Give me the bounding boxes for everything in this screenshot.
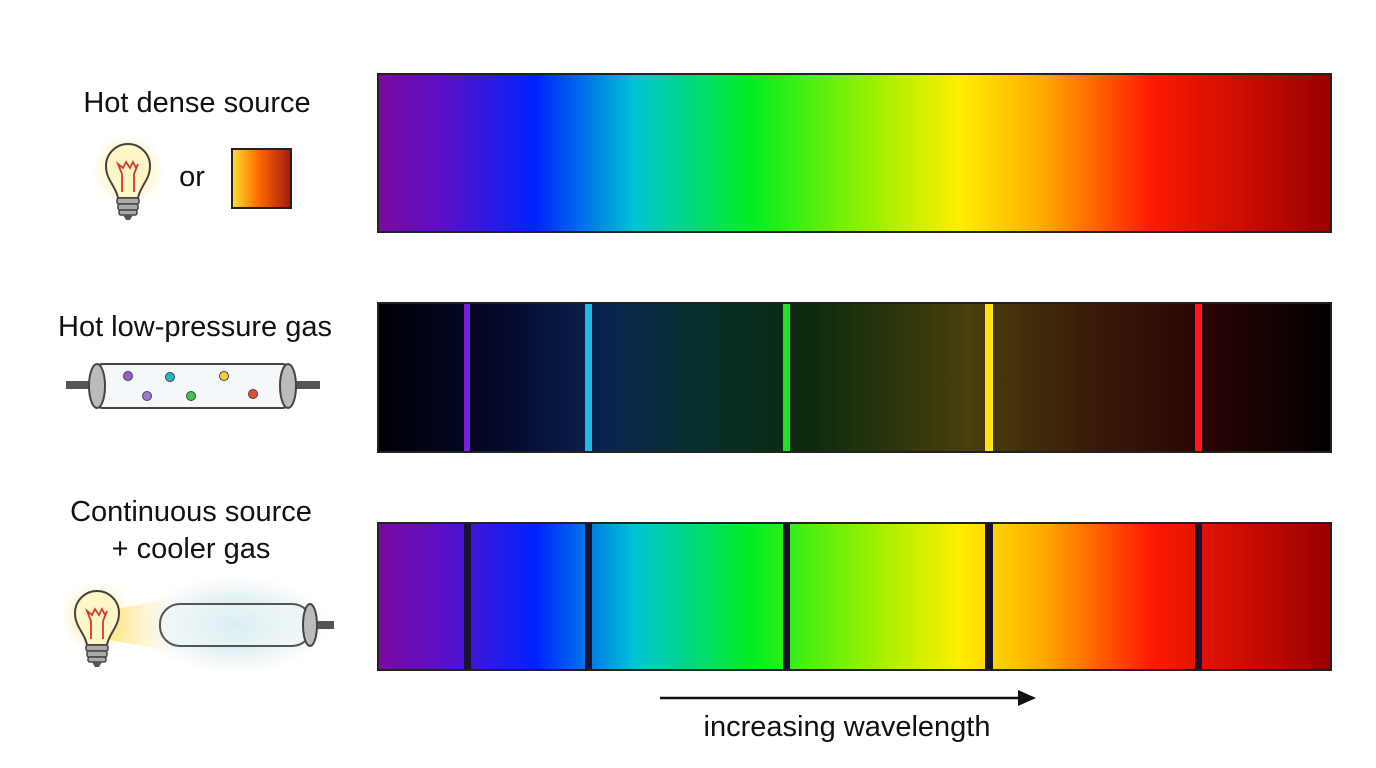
absorption-line <box>585 524 592 669</box>
axis-label: increasing wavelength <box>704 711 991 743</box>
continuous-spectrum <box>377 73 1332 233</box>
gas-atom <box>186 391 196 401</box>
tube-body <box>94 363 291 409</box>
absorption-line <box>783 524 790 669</box>
tube-end <box>279 363 297 409</box>
emission-line <box>985 304 993 451</box>
absorption-spectrum <box>377 522 1332 671</box>
tube-end <box>302 603 318 647</box>
gas-atom <box>165 372 175 382</box>
absorption-line <box>464 524 471 669</box>
arrow-head <box>1018 690 1036 706</box>
absorption-line <box>985 524 993 669</box>
gas-atom <box>248 389 258 399</box>
hot-block-icon <box>231 148 292 209</box>
gas-tube-icon <box>66 363 320 409</box>
light-bulb-icon <box>60 580 134 668</box>
cool-gas-tube-icon <box>140 575 334 675</box>
absorption-line <box>1195 524 1202 669</box>
emission-line <box>585 304 592 451</box>
row-label: + cooler gas <box>112 533 271 565</box>
gas-atom <box>142 391 152 401</box>
row-label: Hot dense source <box>83 87 310 119</box>
emission-spectrum <box>377 302 1332 453</box>
light-bulb-icon <box>91 133 165 221</box>
gas-atom <box>123 371 133 381</box>
row-label: Hot low-pressure gas <box>58 311 332 343</box>
emission-line <box>783 304 790 451</box>
gas-atom <box>219 371 229 381</box>
emission-line <box>1195 304 1202 451</box>
emission-line <box>464 304 470 451</box>
tube-body <box>159 603 313 647</box>
tube-end <box>88 363 106 409</box>
connector-text: or <box>179 161 205 193</box>
row-label: Continuous source <box>70 496 312 528</box>
